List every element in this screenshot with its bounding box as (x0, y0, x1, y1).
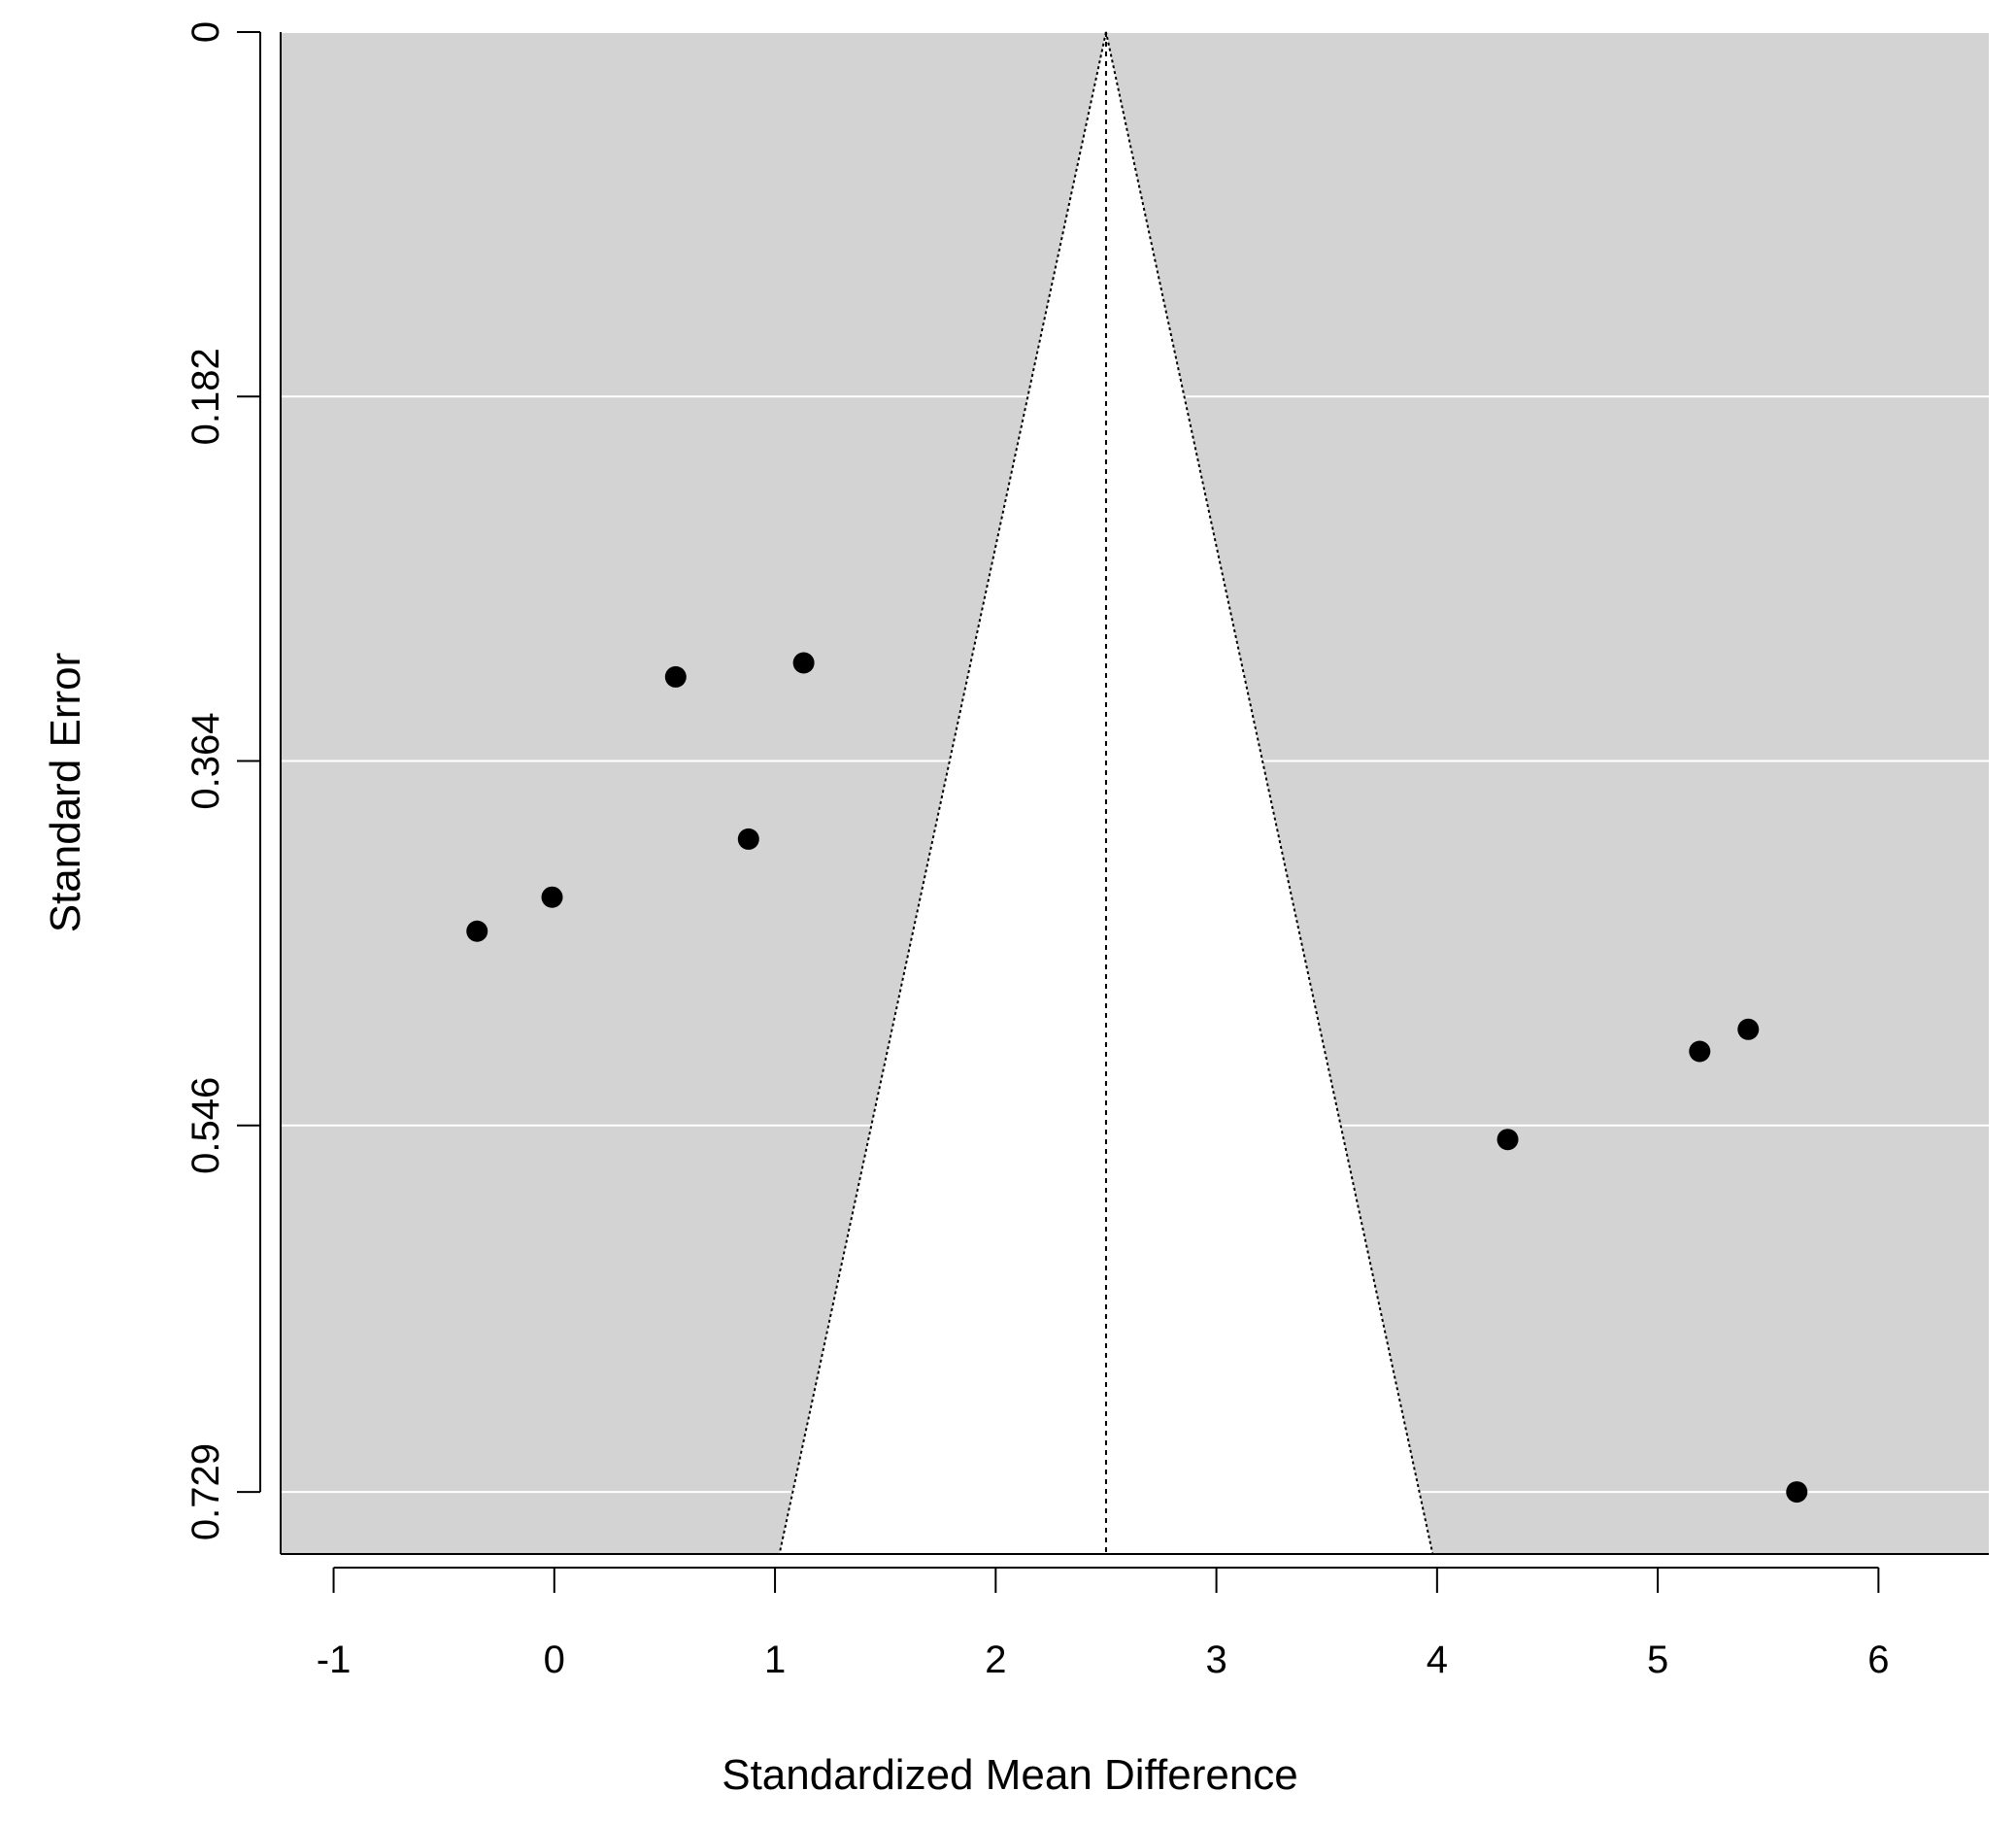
x-axis-title: Standardized Mean Difference (722, 1751, 1298, 1799)
data-point (737, 828, 759, 850)
y-tick-label: 0.182 (185, 348, 227, 445)
x-tick-label: -1 (317, 1639, 352, 1681)
x-tick-label: 6 (1867, 1639, 1889, 1681)
data-point (664, 665, 687, 688)
data-point (1786, 1481, 1808, 1504)
y-axis-title: Standard Error (42, 653, 89, 933)
data-point (1496, 1129, 1519, 1151)
y-tick-label: 0 (185, 21, 227, 43)
x-axis: -1 0 1 2 3 4 5 6 (281, 1553, 1989, 1681)
x-tick-label: 4 (1427, 1639, 1448, 1681)
y-tick-label: 0.364 (185, 712, 227, 809)
data-point (466, 920, 488, 942)
x-tick-label: 0 (544, 1639, 565, 1681)
data-point (792, 652, 815, 674)
y-tick-label: 0.546 (185, 1077, 227, 1174)
y-axis: 0 0.182 0.364 0.546 0.729 (185, 21, 282, 1554)
x-tick-label: 2 (985, 1639, 1006, 1681)
x-tick-label: 1 (764, 1639, 786, 1681)
data-point (541, 886, 563, 908)
x-tick-label: 3 (1205, 1639, 1226, 1681)
data-points (466, 652, 1808, 1504)
data-point (1737, 1018, 1760, 1040)
x-tick-label: 5 (1647, 1639, 1668, 1681)
data-point (1689, 1040, 1711, 1063)
y-tick-label: 0.729 (185, 1443, 227, 1540)
